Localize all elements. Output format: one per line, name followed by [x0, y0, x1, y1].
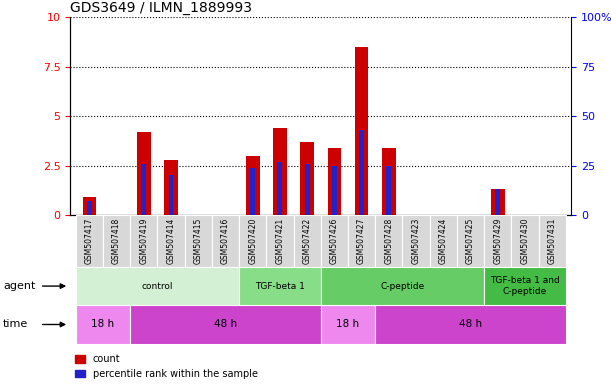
Bar — [491, 189, 505, 215]
Bar — [359, 130, 364, 215]
Text: control: control — [142, 281, 173, 291]
Text: GSM507430: GSM507430 — [521, 218, 530, 264]
Bar — [169, 175, 174, 215]
Text: GSM507420: GSM507420 — [248, 218, 257, 264]
Bar — [137, 132, 150, 215]
Text: TGF-beta 1 and
C-peptide: TGF-beta 1 and C-peptide — [490, 276, 560, 296]
Bar — [355, 47, 368, 215]
Text: 18 h: 18 h — [337, 319, 359, 329]
Text: GSM507421: GSM507421 — [276, 218, 285, 264]
Bar — [496, 189, 500, 215]
Bar — [141, 164, 146, 215]
Text: 48 h: 48 h — [214, 319, 237, 329]
Bar — [158, 215, 185, 267]
Text: GSM507419: GSM507419 — [139, 218, 148, 264]
Text: GSM507416: GSM507416 — [221, 218, 230, 264]
Bar — [327, 148, 341, 215]
Bar — [301, 142, 314, 215]
Text: GSM507417: GSM507417 — [85, 218, 94, 264]
Text: agent: agent — [3, 281, 35, 291]
Legend: count, percentile rank within the sample: count, percentile rank within the sample — [75, 354, 258, 379]
Text: GSM507429: GSM507429 — [493, 218, 502, 264]
Bar — [511, 215, 539, 267]
Bar — [76, 267, 239, 305]
Bar — [293, 215, 321, 267]
Bar — [277, 162, 282, 215]
Bar — [375, 215, 403, 267]
Text: GSM507418: GSM507418 — [112, 218, 121, 264]
Bar — [164, 160, 178, 215]
Text: C-peptide: C-peptide — [380, 281, 425, 291]
Bar — [239, 267, 321, 305]
Text: 18 h: 18 h — [92, 319, 114, 329]
Text: GSM507414: GSM507414 — [167, 218, 175, 264]
Bar — [273, 128, 287, 215]
Bar — [484, 215, 511, 267]
Text: time: time — [3, 319, 28, 329]
Bar — [332, 166, 337, 215]
Text: GSM507427: GSM507427 — [357, 218, 366, 264]
Bar — [305, 164, 310, 215]
Bar — [246, 156, 260, 215]
Text: GSM507423: GSM507423 — [412, 218, 420, 264]
Text: GSM507425: GSM507425 — [466, 218, 475, 264]
Bar — [130, 215, 158, 267]
Bar — [321, 305, 375, 344]
Text: GSM507424: GSM507424 — [439, 218, 448, 264]
Bar — [251, 167, 255, 215]
Bar — [76, 305, 130, 344]
Text: GSM507428: GSM507428 — [384, 218, 393, 264]
Bar — [76, 215, 103, 267]
Bar — [103, 215, 130, 267]
Bar — [382, 148, 396, 215]
Bar — [430, 215, 457, 267]
Bar — [321, 267, 484, 305]
Bar — [212, 215, 239, 267]
Text: GSM507422: GSM507422 — [302, 218, 312, 264]
Bar — [321, 215, 348, 267]
Bar — [457, 215, 484, 267]
Bar — [239, 215, 266, 267]
Bar — [266, 215, 293, 267]
Text: GSM507415: GSM507415 — [194, 218, 203, 264]
Bar — [484, 267, 566, 305]
Bar — [82, 197, 96, 215]
Text: GSM507431: GSM507431 — [547, 218, 557, 264]
Bar — [130, 305, 321, 344]
Text: TGF-beta 1: TGF-beta 1 — [255, 281, 305, 291]
Bar — [403, 215, 430, 267]
Text: GSM507426: GSM507426 — [330, 218, 339, 264]
Bar — [386, 166, 391, 215]
Bar — [185, 215, 212, 267]
Bar — [348, 215, 375, 267]
Bar — [87, 201, 92, 215]
Bar — [375, 305, 566, 344]
Text: 48 h: 48 h — [459, 319, 482, 329]
Bar — [539, 215, 566, 267]
Text: GDS3649 / ILMN_1889993: GDS3649 / ILMN_1889993 — [70, 1, 252, 15]
